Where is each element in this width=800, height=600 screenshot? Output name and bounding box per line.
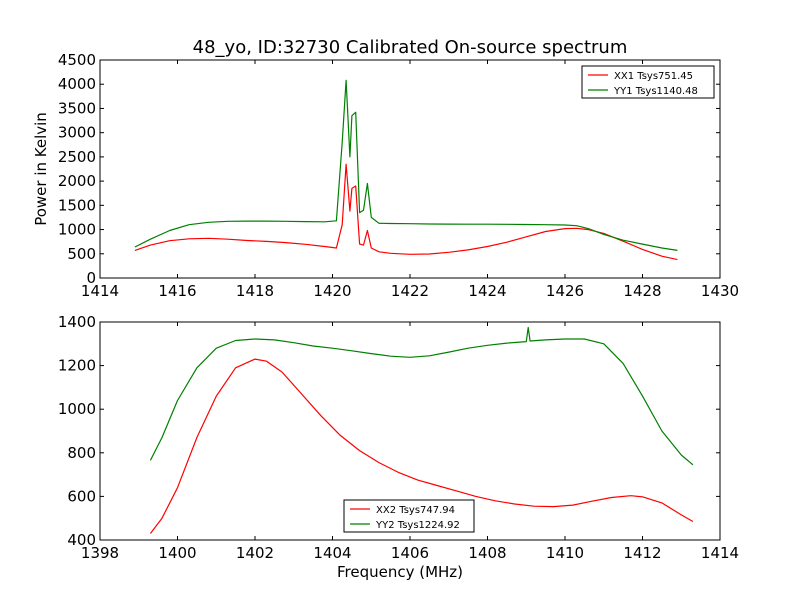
y-tick-label: 3500 <box>58 99 96 117</box>
series-line-1-2 <box>134 79 678 251</box>
x-tick-label: 1414 <box>81 282 119 300</box>
y-tick-label: 1500 <box>58 196 96 214</box>
y-tick-label: 1000 <box>58 400 96 418</box>
y-tick-label: 600 <box>67 487 96 505</box>
x-tick-label: 1402 <box>236 544 274 562</box>
y-tick-label: 2000 <box>58 172 96 190</box>
legend-entry: XX1 Tsys751.45 <box>614 71 693 82</box>
lower-plot: 1398 1400 1402 1404 1406 1408 1410 1412 1414 400 6… <box>58 313 739 581</box>
series-line-1-1 <box>134 163 678 261</box>
x-tick-label: 1420 <box>313 282 351 300</box>
legend-entry: YY1 Tsys1140.48 <box>613 86 698 97</box>
x-tick-label: 1418 <box>236 282 274 300</box>
legend-entry: YY2 Tsys1224.92 <box>375 520 460 531</box>
x-tick-label: 1400 <box>158 544 196 562</box>
y-tick-label: 3000 <box>58 124 96 142</box>
x-tick-label: 1428 <box>623 282 661 300</box>
x-tick-label: 1408 <box>468 544 506 562</box>
x-tick-label: 1410 <box>546 544 584 562</box>
y-tick-label: 800 <box>67 444 96 462</box>
x-tick-label: 1424 <box>468 282 506 300</box>
x-tick-label: 1398 <box>81 544 119 562</box>
y-tick-label: 500 <box>67 245 96 263</box>
y-axis-label: Power in Kelvin <box>32 112 50 226</box>
series-line-2-1 <box>149 358 694 534</box>
y-tick-label: 0 <box>86 269 96 287</box>
y-tick-label: 400 <box>67 531 96 549</box>
x-tick-label: 1406 <box>391 544 429 562</box>
legend-entry: XX2 Tsys747.94 <box>376 505 455 516</box>
legend-box <box>581 65 715 99</box>
upper-plot: 1414 1416 1418 1420 1422 1424 1426 1428 1430 0 500… <box>32 51 739 300</box>
x-tick-label: 1416 <box>158 282 196 300</box>
chart-title: 48_yo, ID:32730 Calibrated On-source spe… <box>193 37 628 58</box>
y-tick-label: 1200 <box>58 357 96 375</box>
legend: XX2 Tsys747.94 YY2 Tsys1224.92 <box>343 499 475 533</box>
x-axis-label: Frequency (MHz) <box>337 563 463 581</box>
x-tick-label: 1412 <box>623 544 661 562</box>
legend: XX1 Tsys751.45 YY1 Tsys1140.48 <box>581 65 715 99</box>
y-tick-label: 4000 <box>58 75 96 93</box>
y-tick-label: 4500 <box>58 51 96 69</box>
x-tick-label: 1414 <box>701 544 739 562</box>
legend-box <box>343 499 475 533</box>
x-tick-label: 1404 <box>313 544 351 562</box>
y-tick-label: 1000 <box>58 221 96 239</box>
x-tick-label: 1426 <box>546 282 584 300</box>
y-tick-label: 2500 <box>58 148 96 166</box>
x-tick-label: 1430 <box>701 282 739 300</box>
y-tick-label: 1400 <box>58 313 96 331</box>
series-line-2-2 <box>149 326 694 466</box>
x-tick-label: 1422 <box>391 282 429 300</box>
